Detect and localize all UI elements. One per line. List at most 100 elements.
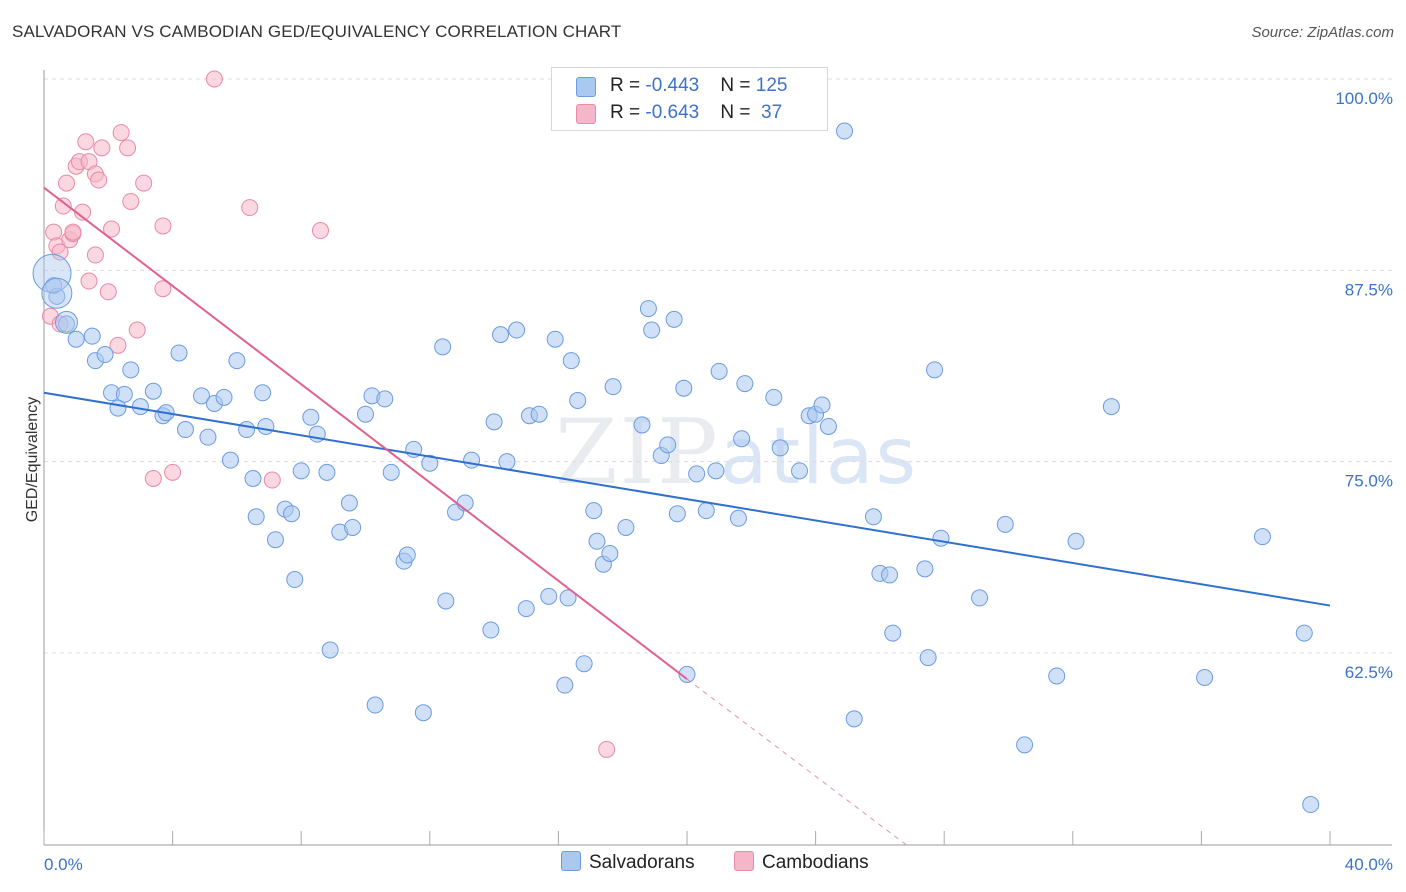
salvadorans-point xyxy=(228,352,246,370)
cambodians-trendline-extension xyxy=(686,678,906,845)
salvadorans-point xyxy=(176,421,194,439)
bottom-legend-salvadorans: Salvadorans xyxy=(561,851,695,874)
salvadorans-point xyxy=(221,451,239,469)
cambodians-point xyxy=(77,133,95,151)
salvadorans-point xyxy=(286,571,304,589)
salvadorans-point xyxy=(482,621,500,639)
salvadorans-point xyxy=(971,589,989,607)
cambodians-point xyxy=(103,220,121,238)
salvadorans-point xyxy=(771,439,789,457)
salvadorans-point xyxy=(601,545,619,563)
cambodians-point xyxy=(144,470,162,488)
cambodians-point xyxy=(109,336,127,354)
cambodians-point xyxy=(99,283,117,301)
source-label: Source: ZipAtlas.com xyxy=(1251,24,1394,41)
salvadorans-point xyxy=(729,509,747,527)
salvadorans-point xyxy=(546,330,564,348)
salvadorans-point xyxy=(517,600,535,618)
salvadorans-point xyxy=(736,375,754,393)
salvadorans-point xyxy=(916,560,934,578)
salvadorans-point xyxy=(864,508,882,526)
salvadorans-point xyxy=(109,399,127,417)
cambodians-point xyxy=(45,223,63,241)
y-tick-label: 75.0% xyxy=(1345,472,1393,491)
chart-title: SALVADORAN VS CAMBODIAN GED/EQUIVALENCY … xyxy=(12,22,622,41)
y-axis-label: GED/Equivalency xyxy=(24,397,41,522)
r-label: R = xyxy=(610,75,646,96)
salvadorans-point xyxy=(659,436,677,454)
salvadorans-point xyxy=(665,310,683,328)
bottom-legend-cambodians: Cambodians xyxy=(734,851,869,874)
salvadorans-swatch xyxy=(561,851,581,871)
salvadorans-point xyxy=(559,589,577,607)
salvadorans-point xyxy=(96,346,114,364)
cambodians-point xyxy=(205,70,223,88)
cambodians-point xyxy=(154,280,172,298)
salvadorans-point xyxy=(498,453,516,471)
n-value: 125 xyxy=(755,75,788,96)
x-tick-label: 0.0% xyxy=(44,855,83,874)
watermark-zip: ZIP xyxy=(555,400,720,505)
cambodians-point xyxy=(135,174,153,192)
cambodians-point xyxy=(263,471,281,489)
cambodians-point xyxy=(90,171,108,189)
salvadorans-point xyxy=(996,515,1014,533)
salvadorans-point xyxy=(540,587,558,605)
salvadorans-point xyxy=(376,390,394,408)
salvadorans-point xyxy=(643,321,661,339)
bottom-legend-label: Cambodians xyxy=(762,852,869,873)
salvadorans-point xyxy=(688,465,706,483)
salvadorans-point xyxy=(932,529,950,547)
cambodians-point xyxy=(93,139,111,157)
n-label: N = xyxy=(720,75,756,96)
cambodians-point xyxy=(112,124,130,142)
salvadorans-point xyxy=(122,361,140,379)
salvadorans-swatch xyxy=(576,77,596,97)
salvadorans-point xyxy=(919,649,937,667)
salvadorans-point xyxy=(485,413,503,431)
salvadorans-point xyxy=(199,428,217,446)
salvadorans-point xyxy=(678,665,696,683)
salvadorans-point xyxy=(144,382,162,400)
r-value: -0.443 xyxy=(645,75,700,96)
cambodians-point xyxy=(64,223,82,241)
salvadorans-point xyxy=(575,655,593,673)
cambodians-point xyxy=(164,463,182,481)
salvadorans-point xyxy=(254,384,272,402)
salvadorans-point xyxy=(668,505,686,523)
salvadorans-point xyxy=(421,454,439,472)
y-tick-label: 62.5% xyxy=(1345,663,1393,682)
salvadorans-point xyxy=(569,391,587,409)
r-label: R = xyxy=(610,102,646,123)
salvadorans-point xyxy=(884,624,902,642)
salvadorans-point xyxy=(58,315,76,333)
salvadorans-point xyxy=(845,710,863,728)
cambodians-point xyxy=(311,222,329,240)
salvadorans-point xyxy=(321,641,339,659)
cambodians-point xyxy=(119,139,137,157)
salvadorans-point xyxy=(492,326,510,344)
salvadorans-point xyxy=(1102,398,1120,416)
salvadorans-point xyxy=(357,405,374,423)
salvadorans-point xyxy=(414,704,432,722)
y-tick-label: 100.0% xyxy=(1335,89,1393,108)
salvadorans-point xyxy=(585,502,603,520)
correlation-legend: R = -0.443 N = 125 R = -0.643 N = 37 xyxy=(551,67,828,131)
salvadorans-point xyxy=(344,518,362,536)
salvadorans-point xyxy=(366,696,384,714)
salvadorans-point xyxy=(1253,528,1271,546)
salvadorans-point xyxy=(1295,624,1313,642)
legend-text-salvadorans: R = -0.443 N = 125 xyxy=(610,75,787,97)
salvadorans-point xyxy=(215,388,233,406)
salvadorans-point xyxy=(675,379,693,397)
salvadorans-point xyxy=(266,531,284,549)
salvadorans-point xyxy=(588,532,606,550)
salvadorans-point xyxy=(836,122,854,140)
salvadorans-point xyxy=(604,378,622,396)
cambodians-point xyxy=(598,740,616,758)
salvadorans-point xyxy=(83,327,101,345)
salvadorans-point xyxy=(697,502,715,520)
cambodians-point xyxy=(154,217,172,235)
salvadorans-point xyxy=(41,277,73,309)
